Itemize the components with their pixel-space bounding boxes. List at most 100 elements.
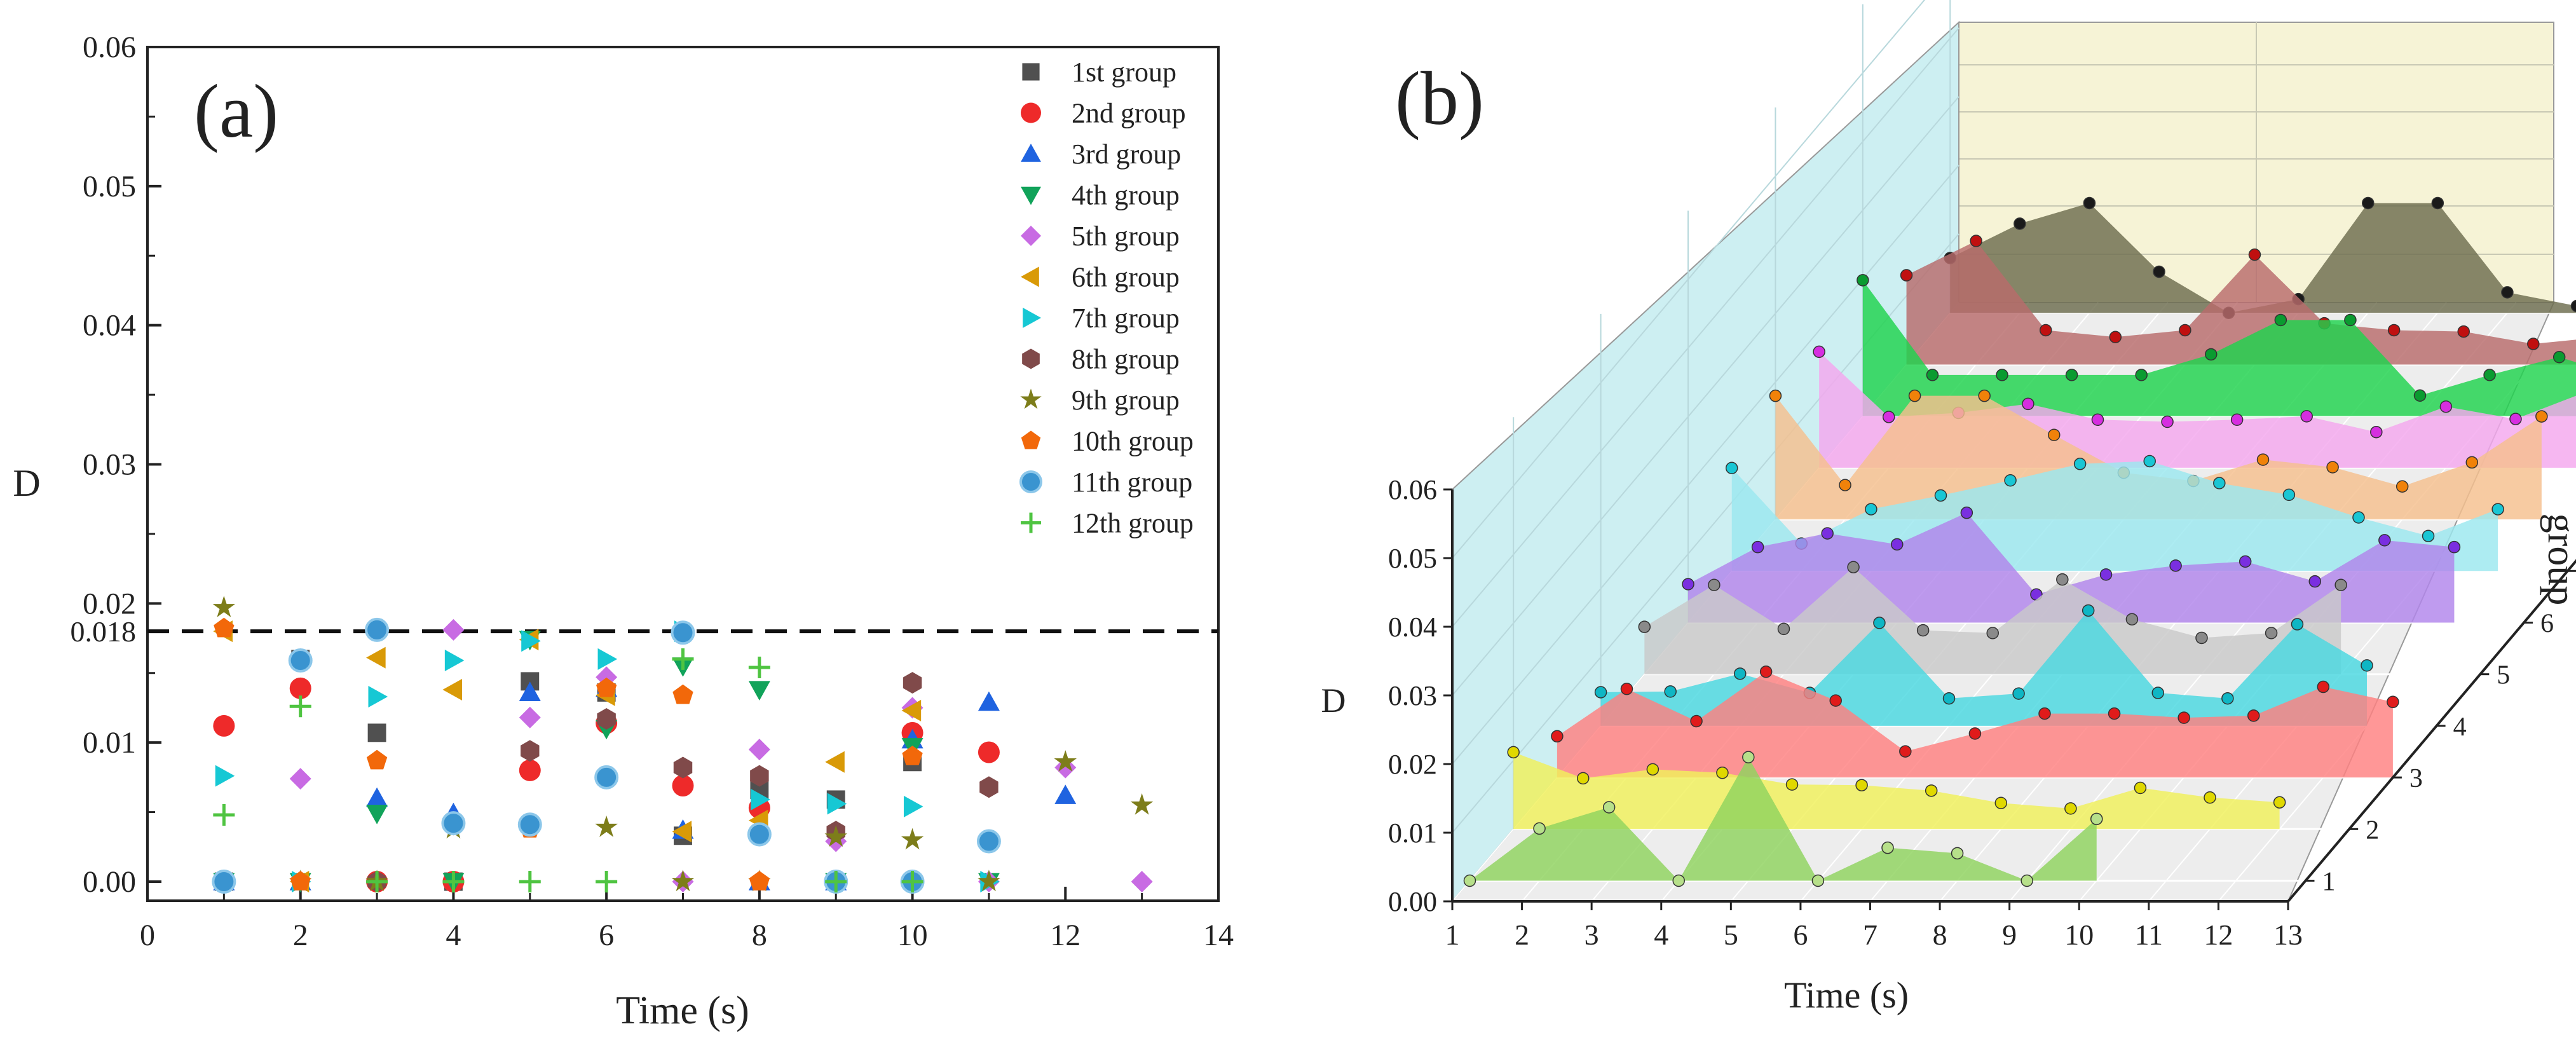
group-4-point-7 [2013,688,2024,699]
group-1-point-2 [1534,823,1545,834]
group-3-point-1 [1551,730,1563,742]
marker-5-8 [749,739,770,760]
group-tick-label: 1 [2322,868,2335,897]
group-4-point-9 [2152,687,2164,699]
group-tick-label: 4 [2453,713,2467,742]
legend-label: 3rd group [1072,139,1181,170]
marker-5-2 [290,768,311,789]
x-tick-label: 2 [293,919,308,952]
group-6-point-7 [2101,569,2112,580]
group-5-point-7 [2057,574,2068,585]
marker-12-2 [290,695,311,717]
group-4-point-6 [1944,693,1955,704]
group-3-point-10 [2178,712,2190,723]
group-1-point-7 [1882,842,1893,854]
group-9-point-2 [1883,411,1895,423]
group-3-point-12 [2317,681,2329,693]
marker-6-9 [825,751,845,773]
group-10-point-10 [2484,369,2495,381]
group-11-point-4 [2109,331,2121,343]
marker-7-10 [904,796,923,817]
group-4-point-10 [2222,693,2233,704]
group-3-point-7 [1969,728,1980,739]
group-3-point-6 [1900,746,1911,757]
legend-marker [1021,187,1041,205]
group-3-point-4 [1761,666,1772,678]
marker-12-5 [519,871,541,892]
d-tick-label: 0.05 [1388,543,1437,574]
marker-10-3 [367,750,387,770]
group-6-point-8 [2170,560,2181,571]
marker-4-8 [749,681,770,700]
group-3-point-8 [2039,708,2050,720]
marker-11-1 [213,871,235,892]
group-7-point-3 [1865,503,1877,515]
group-9-point-1 [1813,346,1825,357]
group-8-point-10 [2397,481,2408,492]
marker-3-12 [1054,784,1076,804]
group-9-point-5 [2092,414,2103,425]
marker-7-3 [368,686,388,707]
marker-8-7 [674,757,692,779]
x-tick-label: 0 [140,919,155,952]
marker-6-4 [442,679,462,700]
legend-marker [1021,472,1041,492]
group-5-point-4 [1848,561,1859,573]
group-8-point-12 [2536,411,2547,422]
group-5-point-1 [1639,621,1650,632]
time-tick-label: 3 [1584,919,1599,951]
time-tick-label: 10 [2064,919,2094,951]
group-4-point-8 [2083,605,2094,616]
legend-label: 9th group [1072,385,1180,416]
group-7-point-12 [2492,503,2504,515]
time-tick-label: 4 [1654,919,1668,951]
group-6-point-3 [1822,528,1833,539]
legend-marker [1021,144,1041,162]
legend-marker [1021,226,1041,246]
group-8-point-11 [2466,456,2477,468]
group-7-point-5 [2005,475,2016,486]
d-tick-label: 0.06 [1388,474,1437,505]
group-1-point-3 [1604,802,1615,813]
group-4-point-12 [2361,660,2373,671]
y-tick-label: 0.03 [83,448,136,482]
x-tick-label: 10 [897,919,928,952]
d-tick-label: 0.00 [1388,886,1437,917]
group-8-point-4 [1979,390,1990,402]
group-9-point-10 [2440,401,2451,413]
y-tick-label: 0.06 [83,31,136,64]
group-12-point-7 [2362,197,2374,208]
group-11-point-6 [2249,249,2260,261]
group-5-point-5 [1918,625,1929,636]
legend-label: 10th group [1072,426,1194,457]
group-7-point-11 [2423,530,2434,542]
marker-9-13 [1131,793,1154,815]
group-2-point-2 [1578,772,1589,784]
marker-8-11 [979,776,998,798]
legend-marker [1021,513,1041,533]
marker-9-6 [595,816,618,837]
group-11-point-8 [2389,324,2400,336]
d-tick-label: 0.02 [1388,749,1437,780]
time-tick-label: 8 [1933,919,1947,951]
group-8-point-9 [2327,461,2338,473]
group-1-point-1 [1464,875,1475,887]
legend-label: 4th group [1072,180,1180,211]
group-2-point-6 [1856,779,1867,791]
group-4-point-2 [1665,686,1676,697]
group-9-point-11 [2510,413,2521,425]
time-tick-label: 9 [2002,919,2017,951]
group-4-point-1 [1595,687,1607,698]
group-2-point-5 [1787,779,1798,790]
marker-3-3 [366,788,388,807]
group-3-point-9 [2109,708,2120,720]
group-11-point-5 [2179,324,2191,336]
legend-label: 12th group [1072,508,1194,539]
group-10-point-4 [2066,369,2078,381]
group-12-point-2 [2014,218,2026,229]
marker-9-10 [901,828,924,850]
group-8-point-3 [1909,390,1921,402]
